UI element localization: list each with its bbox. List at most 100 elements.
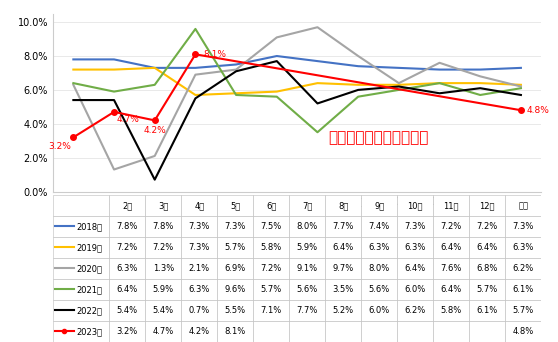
Bar (469, 279, 505, 300)
Bar (361, 195, 397, 216)
Text: 7.2%: 7.2% (441, 222, 462, 231)
Text: 5.6%: 5.6% (369, 285, 390, 294)
Bar (53, 258, 109, 279)
Text: 9.6%: 9.6% (225, 285, 246, 294)
Bar (325, 279, 361, 300)
Text: 7.7%: 7.7% (297, 306, 318, 315)
Text: 2月: 2月 (122, 201, 132, 210)
Text: 6.8%: 6.8% (477, 264, 498, 273)
Text: 6.3%: 6.3% (189, 285, 210, 294)
Bar (397, 258, 433, 279)
Bar (469, 195, 505, 216)
Bar (397, 237, 433, 258)
Bar (253, 321, 289, 342)
Text: 7.6%: 7.6% (441, 264, 462, 273)
Bar (109, 237, 145, 258)
Text: 2018年: 2018年 (76, 222, 103, 231)
Text: 8.0%: 8.0% (369, 264, 390, 273)
Text: 5.4%: 5.4% (117, 306, 138, 315)
Text: 7.7%: 7.7% (333, 222, 354, 231)
Text: 2021年: 2021年 (76, 285, 102, 294)
Bar (289, 195, 325, 216)
Bar (145, 321, 181, 342)
Bar (433, 300, 469, 321)
Bar (109, 258, 145, 279)
Text: 4.2%: 4.2% (143, 126, 166, 135)
Bar (53, 321, 109, 342)
Bar (361, 279, 397, 300)
Bar (145, 237, 181, 258)
Bar (181, 237, 217, 258)
Bar (469, 321, 505, 342)
Bar (325, 300, 361, 321)
Bar (109, 321, 145, 342)
Text: 4.8%: 4.8% (513, 327, 534, 336)
Text: 5.7%: 5.7% (477, 285, 498, 294)
Bar (361, 258, 397, 279)
Bar (397, 300, 433, 321)
Bar (433, 258, 469, 279)
Bar (505, 300, 541, 321)
Text: 2019年: 2019年 (76, 243, 102, 252)
Bar (361, 237, 397, 258)
Text: 7.4%: 7.4% (369, 222, 390, 231)
Text: 7.3%: 7.3% (225, 222, 246, 231)
Text: 5.8%: 5.8% (441, 306, 462, 315)
Text: 3月: 3月 (158, 201, 169, 210)
Bar (181, 216, 217, 237)
Bar (217, 216, 253, 237)
Text: 6.0%: 6.0% (405, 285, 426, 294)
Bar (361, 321, 397, 342)
Bar (217, 300, 253, 321)
Text: 6.0%: 6.0% (369, 306, 390, 315)
Text: 6.4%: 6.4% (441, 243, 462, 252)
Bar (289, 321, 325, 342)
Bar (433, 216, 469, 237)
Text: 6.3%: 6.3% (117, 264, 138, 273)
Bar (397, 279, 433, 300)
Bar (253, 216, 289, 237)
Text: 7.5%: 7.5% (261, 222, 282, 231)
Bar (289, 300, 325, 321)
Bar (253, 279, 289, 300)
Text: 7.3%: 7.3% (189, 243, 210, 252)
Text: 8.1%: 8.1% (204, 50, 227, 59)
Text: 11月: 11月 (444, 201, 459, 210)
Text: 6.3%: 6.3% (369, 243, 390, 252)
Text: 6.1%: 6.1% (513, 285, 534, 294)
Bar (433, 279, 469, 300)
Bar (253, 258, 289, 279)
Bar (361, 300, 397, 321)
Bar (469, 216, 505, 237)
Text: 7.8%: 7.8% (117, 222, 138, 231)
Bar (253, 300, 289, 321)
Text: 6月: 6月 (266, 201, 277, 210)
Bar (505, 195, 541, 216)
Bar (469, 237, 505, 258)
Bar (505, 237, 541, 258)
Text: 3.2%: 3.2% (117, 327, 138, 336)
Bar (109, 216, 145, 237)
Bar (433, 195, 469, 216)
Bar (253, 237, 289, 258)
Text: 6.2%: 6.2% (405, 306, 426, 315)
Bar (109, 195, 145, 216)
Text: 6.4%: 6.4% (441, 285, 462, 294)
Text: 7.8%: 7.8% (153, 222, 174, 231)
Text: 2022年: 2022年 (76, 306, 102, 315)
Text: 7.1%: 7.1% (261, 306, 282, 315)
Bar (469, 300, 505, 321)
Text: 4.8%: 4.8% (527, 106, 550, 115)
Bar (145, 216, 181, 237)
Bar (253, 195, 289, 216)
Text: 2023年: 2023年 (76, 327, 103, 336)
Text: 5.9%: 5.9% (297, 243, 318, 252)
Text: 5.7%: 5.7% (225, 243, 246, 252)
Bar (361, 216, 397, 237)
Bar (53, 300, 109, 321)
Text: 6.3%: 6.3% (405, 243, 426, 252)
Bar (505, 258, 541, 279)
Bar (289, 279, 325, 300)
Bar (109, 279, 145, 300)
Text: 3.5%: 3.5% (333, 285, 354, 294)
